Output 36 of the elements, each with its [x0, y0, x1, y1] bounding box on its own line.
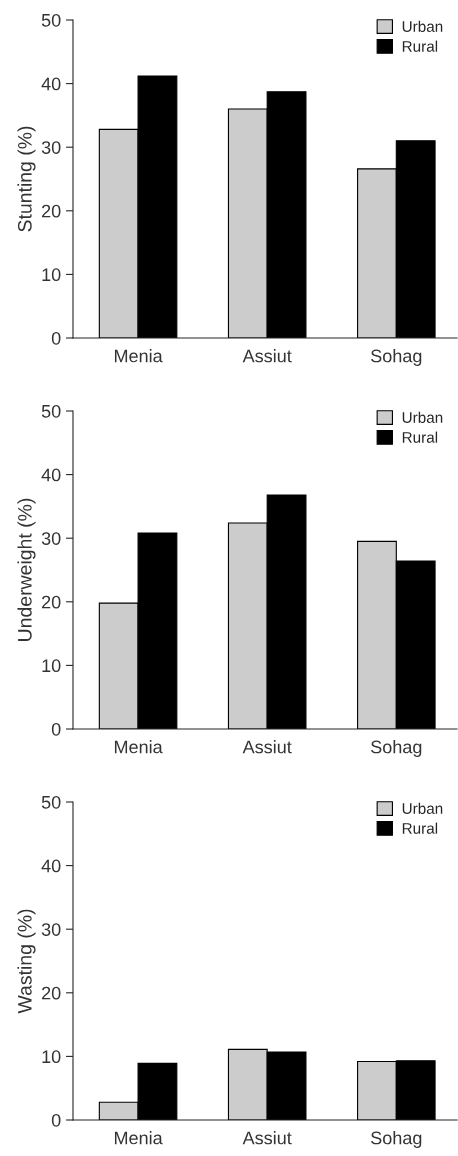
y-axis-title: Wasting (%) — [17, 909, 36, 1014]
x-tick-label: Sohag — [371, 740, 422, 757]
legend-label: Urban — [402, 411, 443, 423]
legend-label: Rural — [402, 431, 438, 443]
y-tick-label: 30 — [41, 923, 61, 936]
x-tick-label: Assiut — [242, 349, 292, 363]
y-tick-label: 0 — [51, 722, 61, 736]
x-tick-label: Sohag — [371, 1131, 422, 1148]
legend-label: Urban — [402, 20, 443, 32]
y-axis-title: Underweight (%) — [17, 498, 36, 641]
y-tick-label: 20 — [42, 204, 61, 218]
x-tick-label: Sohag — [371, 349, 422, 366]
y-tick-label: 50 — [41, 13, 61, 27]
y-axis-title: Stunting (%) — [17, 126, 36, 232]
legend-label: Rural — [402, 822, 438, 834]
y-tick-label: 50 — [41, 795, 61, 809]
y-tick-label: 10 — [42, 1050, 61, 1064]
y-tick-label: 10 — [42, 659, 61, 673]
legend-label: Rural — [402, 40, 438, 52]
y-tick-label: 10 — [42, 268, 61, 282]
legend-label: Urban — [402, 802, 443, 814]
y-tick-label: 20 — [42, 986, 61, 1000]
x-tick-label: Assiut — [242, 1131, 292, 1145]
y-tick-label: 30 — [41, 141, 61, 154]
y-tick-label: 50 — [41, 404, 61, 418]
y-tick-label: 30 — [41, 532, 61, 545]
y-tick-label: 40 — [41, 859, 61, 873]
y-tick-label: 40 — [41, 468, 61, 482]
y-tick-label: 40 — [41, 77, 61, 91]
x-tick-label: Menia — [114, 740, 163, 754]
y-tick-label: 20 — [42, 595, 61, 609]
y-tick-label: 0 — [51, 331, 61, 345]
x-tick-label: Menia — [114, 1131, 163, 1145]
x-tick-label: Assiut — [242, 740, 292, 754]
y-tick-label: 0 — [51, 1113, 61, 1127]
x-tick-label: Menia — [114, 349, 163, 363]
